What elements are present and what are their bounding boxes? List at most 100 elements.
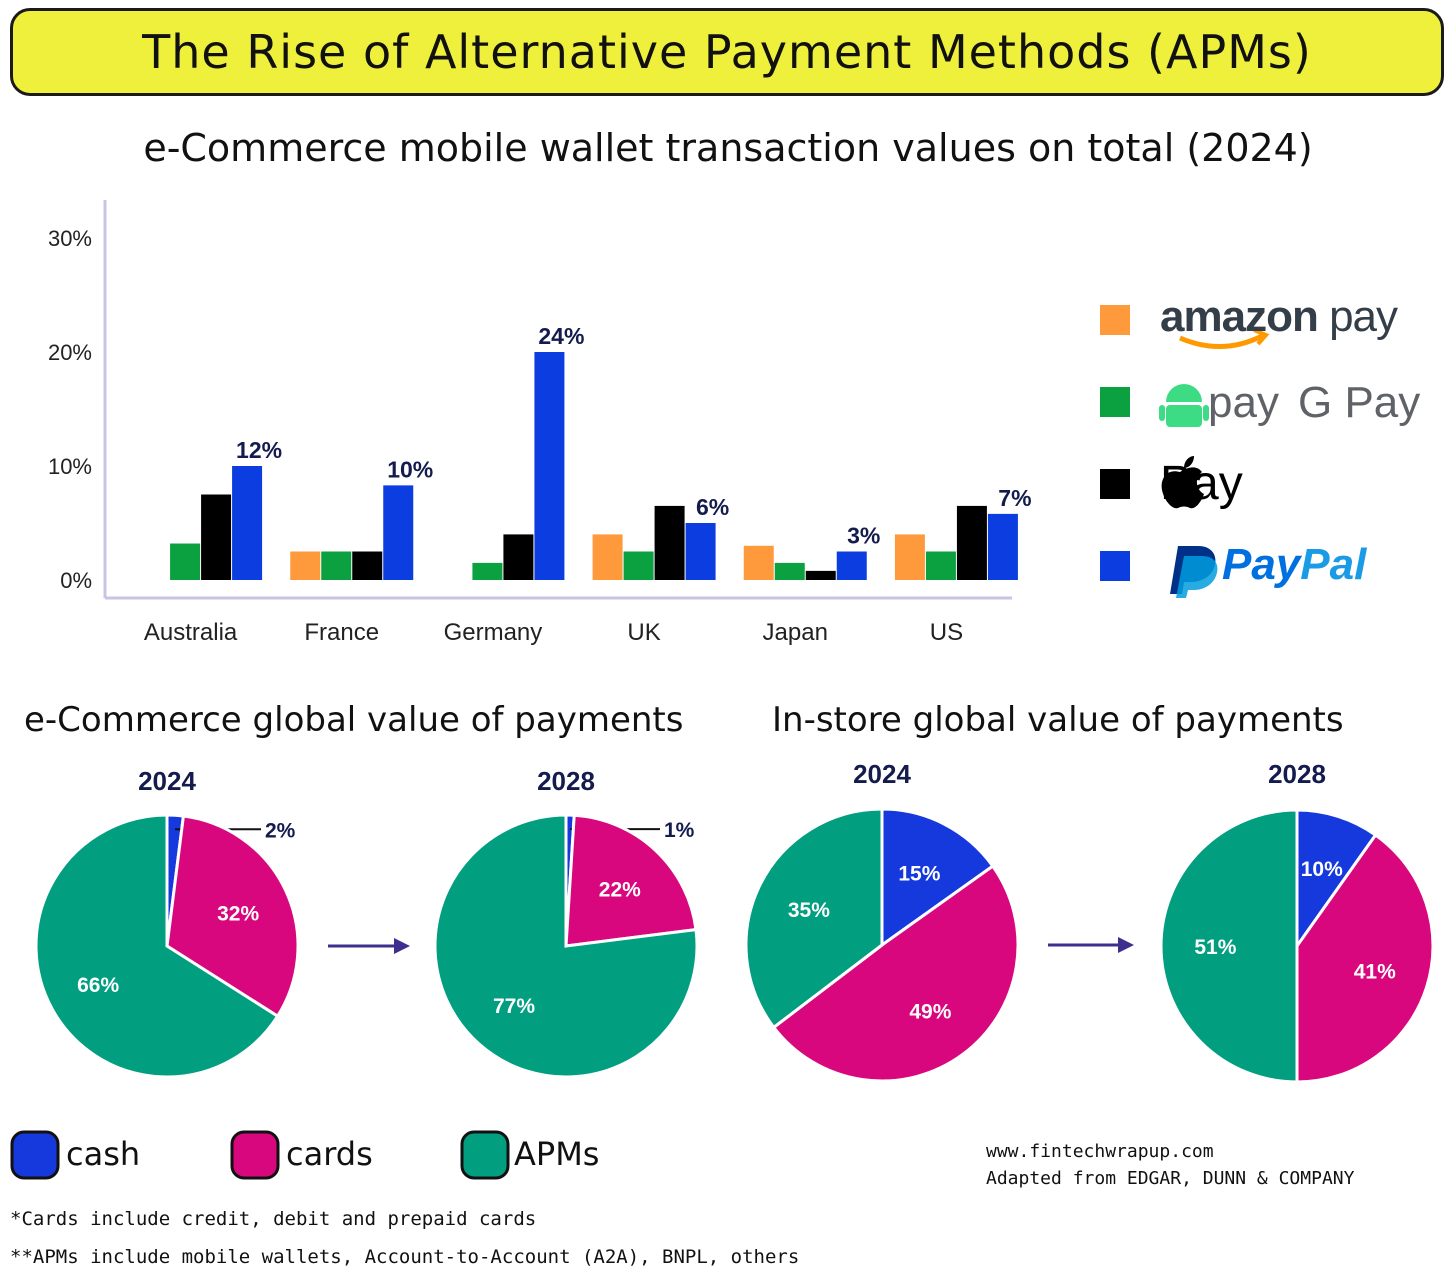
pie-slice-APMs bbox=[34, 813, 280, 1079]
pie-2: 1% 22% 77% 2028 bbox=[433, 766, 699, 1079]
bar-data-label: 6% bbox=[696, 494, 729, 520]
bar-australia-3 bbox=[232, 466, 263, 580]
pie-charts: 2% 32% 66% 2024 1% 22% 77% 2028 15% 49% 35% 2024 10%… bbox=[34, 759, 1435, 1084]
legend-swatch-cash bbox=[10, 1130, 60, 1180]
paypal-logo-pal: Pal bbox=[1300, 540, 1367, 589]
legend-swatch-cards bbox=[230, 1130, 280, 1180]
amazon-pay-logo-pay: pay bbox=[1329, 292, 1398, 341]
instore-pie-section-title: In-store global value of payments bbox=[772, 700, 1344, 740]
bar-japan-1 bbox=[774, 562, 805, 580]
source-attribution: Adapted from EDGAR, DUNN & COMPANY bbox=[986, 1168, 1355, 1189]
legend-swatch-0 bbox=[1100, 305, 1130, 335]
main-title: The Rise of Alternative Payment Methods … bbox=[142, 25, 1312, 79]
pie-value-label: 35% bbox=[788, 899, 830, 922]
pie-value-label: 32% bbox=[217, 903, 259, 926]
legend-swatch-2 bbox=[1100, 469, 1130, 499]
bar-us-3 bbox=[987, 513, 1018, 580]
bar-france-1 bbox=[321, 551, 352, 580]
x-tick-label: US bbox=[930, 619, 963, 646]
apple-icon bbox=[1161, 467, 1204, 509]
android-icon-arm bbox=[1203, 405, 1209, 421]
legend-label-cards: cards bbox=[286, 1135, 373, 1173]
wallet-legend bbox=[1100, 305, 1270, 598]
bar-uk-0 bbox=[592, 534, 623, 580]
bar-uk-2 bbox=[654, 505, 685, 580]
pie-slice-APMs bbox=[744, 807, 884, 1030]
y-tick-label: 30% bbox=[48, 226, 92, 251]
bar-japan-0 bbox=[743, 545, 774, 580]
bar-us-0 bbox=[894, 534, 925, 580]
paypal-logo-pay: Pay bbox=[1222, 540, 1301, 589]
amazon-smile-icon bbox=[1179, 333, 1264, 349]
amazon-pay-logo-word: amazon bbox=[1160, 292, 1319, 341]
pie-value-label: 41% bbox=[1354, 961, 1396, 984]
apple-pay-logo: Pay bbox=[1160, 457, 1243, 510]
legend-label-apms: APMs bbox=[514, 1135, 600, 1173]
bar-data-label: 24% bbox=[538, 323, 584, 349]
legend-label-cash: cash bbox=[66, 1135, 141, 1173]
legend-swatch-apms bbox=[460, 1130, 510, 1180]
x-tick-label: Japan bbox=[763, 619, 828, 646]
title-banner: The Rise of Alternative Payment Methods … bbox=[10, 8, 1444, 96]
bar-us-2 bbox=[956, 505, 987, 580]
pie-slice-APMs bbox=[433, 813, 699, 1079]
pie-4: 10% 41% 51% 2028 bbox=[1159, 759, 1435, 1084]
paypal-icon-light bbox=[1176, 556, 1218, 598]
google-pay-logo: G Pay bbox=[1298, 378, 1421, 427]
pie-slice-cash bbox=[1295, 808, 1378, 951]
pie-value-label: 15% bbox=[898, 862, 940, 885]
bar-us-1 bbox=[925, 551, 956, 580]
arrow-head-icon bbox=[1118, 937, 1134, 953]
bar-japan-3 bbox=[836, 551, 867, 580]
amazon-arrow-icon bbox=[1253, 328, 1270, 346]
pie-1: 2% 32% 66% 2024 bbox=[34, 766, 300, 1079]
pie-year-label: 2024 bbox=[138, 766, 196, 796]
bar-data-label: 7% bbox=[998, 485, 1031, 511]
category-legend bbox=[10, 1130, 510, 1180]
bar-data-label: 3% bbox=[847, 523, 880, 549]
paypal-logo: PayPal bbox=[1222, 540, 1366, 590]
pie-value-label: 49% bbox=[909, 1001, 951, 1024]
pie-value-label: 10% bbox=[1301, 858, 1343, 881]
source-website: www.fintechwrapup.com bbox=[986, 1141, 1214, 1162]
y-tick-label: 0% bbox=[60, 568, 92, 593]
legend-swatch-3 bbox=[1100, 551, 1130, 581]
amazon-pay-logo: amazon pay bbox=[1160, 292, 1398, 342]
bar-data-label: 10% bbox=[387, 456, 433, 482]
y-tick-label: 10% bbox=[48, 454, 92, 479]
x-tick-label: UK bbox=[627, 619, 660, 646]
bar-japan-2 bbox=[805, 570, 836, 580]
legend-swatch-1 bbox=[1100, 387, 1130, 417]
x-tick-label: France bbox=[304, 619, 379, 646]
x-tick-label: Germany bbox=[444, 619, 543, 646]
pie-slice-cards bbox=[564, 813, 698, 948]
android-icon-head bbox=[1166, 384, 1202, 402]
android-pay-logo: pay bbox=[1208, 378, 1279, 427]
pie-value-label: 2% bbox=[265, 819, 296, 842]
bar-australia-1 bbox=[170, 543, 201, 580]
pie-slice-APMs bbox=[1159, 808, 1299, 1084]
bar-chart-title: e-Commerce mobile wallet transaction val… bbox=[143, 126, 1313, 170]
bar-data-label: 12% bbox=[236, 437, 282, 463]
ecom-pie-section-title: e-Commerce global value of payments bbox=[24, 700, 684, 740]
bar-uk-3 bbox=[685, 523, 716, 580]
pie-value-label: 66% bbox=[77, 974, 119, 997]
bar-germany-1 bbox=[472, 562, 503, 580]
footnote-cards: *Cards include credit, debit and prepaid… bbox=[10, 1208, 537, 1230]
bar-france-3 bbox=[383, 485, 414, 580]
pie-year-label: 2028 bbox=[1268, 759, 1326, 789]
x-tick-label: Australia bbox=[144, 619, 238, 646]
arrow-head-icon bbox=[394, 938, 410, 954]
pie-value-label: 51% bbox=[1194, 936, 1236, 959]
pie-slice-cards bbox=[1295, 832, 1435, 1084]
apple-leaf-icon bbox=[1184, 456, 1194, 468]
bar-uk-1 bbox=[623, 551, 654, 580]
pie-value-label: 77% bbox=[493, 995, 535, 1018]
bar-australia-2 bbox=[201, 494, 232, 580]
pie-slice-cash bbox=[880, 807, 995, 948]
android-icon-body bbox=[1166, 405, 1202, 427]
arrows bbox=[328, 937, 1134, 954]
pie-3: 15% 49% 35% 2024 bbox=[744, 759, 1020, 1083]
pie-slice-cards bbox=[771, 864, 1020, 1083]
bar-france-2 bbox=[352, 551, 383, 580]
